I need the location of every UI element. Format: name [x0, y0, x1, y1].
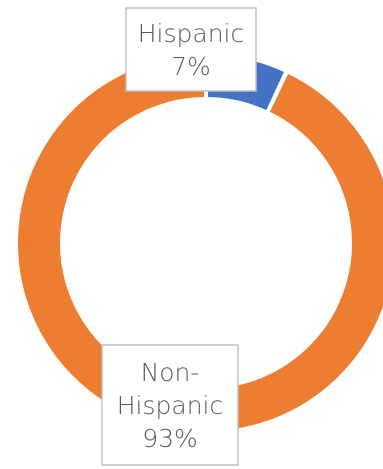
data-label-non-hispanic: Non- Hispanic 93% — [101, 344, 239, 466]
data-labels: Hispanic 7% Non- Hispanic 93% — [101, 7, 257, 466]
data-label-text: 93% — [142, 424, 198, 453]
data-label-text: Hispanic — [138, 19, 245, 48]
data-label-text: 7% — [171, 52, 211, 81]
data-label-box — [101, 344, 239, 466]
data-label-text: Non- — [141, 358, 200, 387]
data-label-text: Hispanic — [117, 391, 224, 420]
data-label-hispanic: Hispanic 7% — [125, 7, 257, 92]
data-label-box — [125, 7, 257, 92]
